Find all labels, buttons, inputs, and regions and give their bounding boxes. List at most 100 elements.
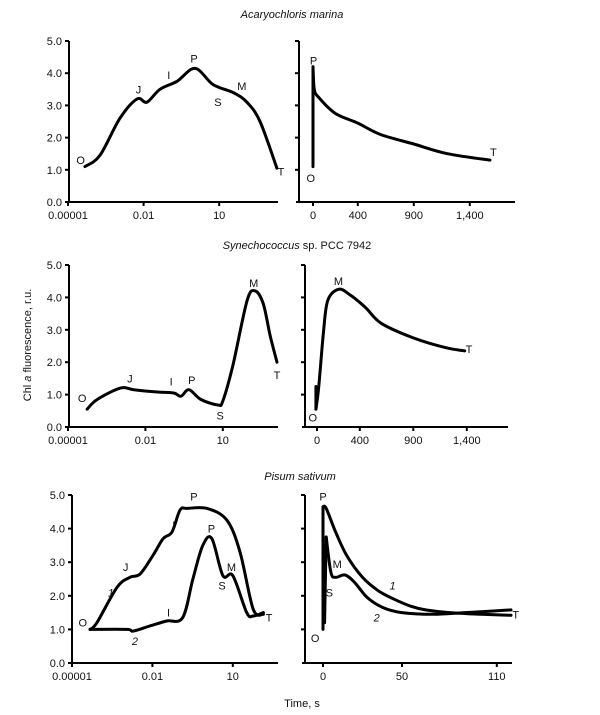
x-tick-label: 400	[349, 210, 367, 222]
y-tick-label: 1.0	[50, 624, 65, 636]
point-label: T	[512, 609, 519, 621]
point-label: I	[170, 377, 173, 389]
point-label: T	[490, 147, 497, 159]
point-label: M	[333, 559, 342, 571]
x-tick-label: 10	[217, 435, 229, 447]
series-line-2	[324, 535, 513, 616]
point-label: M	[334, 276, 343, 288]
point-label: P	[310, 55, 317, 67]
point-label: P	[190, 492, 197, 504]
panel-5: Pisum sativum 0.0 1.0 2.0 3.0 4.0 5.0 0.00001 0.…	[50, 471, 336, 683]
point-label: 1	[108, 587, 114, 599]
y-tick-label: 3.0	[47, 100, 62, 112]
x-tick-label: 0.00001	[52, 671, 92, 683]
point-label: S	[218, 581, 225, 593]
point-label: 2	[131, 636, 138, 648]
panel-2: 0 400 900 1,400 P O T	[295, 40, 515, 222]
y-tick-label: 4.0	[47, 68, 62, 80]
panel-title: Synechococcus sp. PCC 7942	[223, 240, 372, 252]
point-label: P	[208, 524, 215, 536]
panel-title: Pisum sativum	[264, 471, 336, 483]
point-label: I	[167, 70, 170, 82]
x-tick-label: 0	[314, 435, 320, 447]
x-axis-label: Time, s	[284, 698, 320, 710]
panel-title: Acaryochloris marina	[240, 9, 344, 21]
y-tick-label: 5.0	[50, 490, 65, 502]
series-line-2	[323, 535, 328, 625]
x-tick-label: 1,400	[456, 210, 484, 222]
x-tick-label: 1,400	[453, 435, 481, 447]
x-tick-label: 0.00001	[48, 435, 88, 447]
x-tick-label: 0.01	[133, 210, 154, 222]
point-label: M	[227, 562, 236, 574]
panel-1: Acaryochloris marina 0.0 1.0 2.0 3.0 4.0 5.0 0.…	[47, 9, 344, 222]
y-tick-label: 3.0	[47, 325, 62, 337]
x-tick-label: 0.01	[135, 435, 156, 447]
species-name: Synechococcus	[223, 240, 301, 252]
point-label: P	[188, 375, 195, 387]
y-tick-label: 3.0	[50, 557, 65, 569]
x-tick-label: 110	[488, 671, 506, 683]
panel-3: Synechococcus sp. PCC 7942 0.0 1.0 2.0 3.0 4.…	[47, 240, 372, 447]
point-label: S	[214, 97, 221, 109]
point-label: T	[266, 613, 273, 625]
point-label: S	[217, 411, 224, 423]
point-label: J	[127, 373, 133, 385]
point-label: P	[190, 54, 197, 66]
x-tick-label: 0.01	[142, 671, 163, 683]
point-label: M	[237, 81, 246, 93]
panel-6: 0 50 110 P S M 1 2 O T	[301, 492, 519, 683]
series-line-2	[88, 535, 265, 633]
series-line-1	[88, 506, 265, 631]
series-line-1	[85, 288, 279, 411]
x-tick-label: 900	[405, 210, 423, 222]
point-label: O	[308, 412, 317, 424]
x-tick-label: 50	[396, 671, 408, 683]
x-tick-label: 400	[351, 435, 369, 447]
point-label: O	[78, 393, 87, 405]
series-line-1	[83, 66, 279, 170]
point-label: M	[249, 278, 258, 290]
species-name: Pisum sativum	[264, 471, 336, 483]
y-tick-label: 2.0	[47, 357, 62, 369]
series-line-1	[314, 287, 467, 411]
y-tick-label: 1.0	[47, 390, 62, 402]
point-label: I	[167, 608, 170, 620]
strain-name: sp. PCC 7942	[300, 240, 372, 252]
point-label: T	[274, 370, 281, 382]
y-tick-label: 1.0	[47, 165, 62, 177]
y-axis-label: Chl a fluorescence, r.u.	[22, 289, 34, 402]
species-name: Acaryochloris marina	[240, 9, 344, 21]
y-tick-label: 2.0	[47, 133, 62, 145]
y-tick-label: 0.0	[47, 197, 62, 209]
point-label: O	[78, 618, 87, 630]
point-label: I	[172, 520, 175, 532]
x-tick-label: 0.00001	[48, 210, 88, 222]
point-label: 2	[373, 613, 380, 625]
y-tick-label: 4.0	[50, 524, 65, 536]
point-label: O	[311, 633, 320, 645]
y-tick-label: 5.0	[47, 36, 62, 48]
series-line-1	[311, 65, 492, 162]
x-tick-label: 900	[404, 435, 422, 447]
point-label: J	[136, 84, 142, 96]
y-tick-label: 0.0	[47, 422, 62, 434]
y-tick-label: 2.0	[50, 591, 65, 603]
y-tick-label: 0.0	[50, 658, 65, 670]
point-label: J	[123, 562, 129, 574]
point-label: S	[326, 587, 333, 599]
point-label: 1	[389, 581, 395, 593]
point-label: T	[466, 344, 473, 356]
y-tick-label: 4.0	[47, 292, 62, 304]
x-tick-label: 10	[227, 671, 239, 683]
point-label: P	[319, 492, 326, 504]
x-tick-label: 10	[213, 210, 225, 222]
panel-4: 0 400 900 1,400 M O T	[301, 264, 508, 447]
x-tick-label: 0	[310, 210, 316, 222]
point-label: O	[76, 155, 85, 167]
point-label: O	[306, 173, 315, 185]
series-line-1	[321, 504, 513, 617]
y-tick-label: 5.0	[47, 260, 62, 272]
x-tick-label: 0	[320, 671, 326, 683]
